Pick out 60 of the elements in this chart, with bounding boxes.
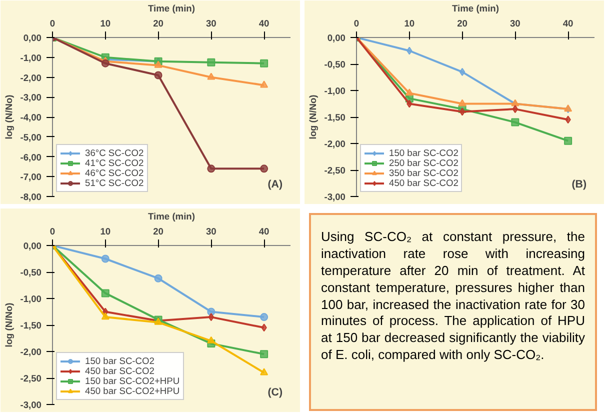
annotation: (A) — [268, 178, 283, 190]
x-axis-title: Time (min) — [452, 4, 500, 14]
legend-label: 36°C SC-CO2 — [85, 148, 144, 158]
y-tick-label: -1,50 — [20, 320, 42, 330]
y-tick-label: -5,00 — [20, 132, 42, 142]
y-tick-label: -1,50 — [324, 112, 346, 122]
legend-label: 450 bar SC-CO2 — [85, 366, 154, 376]
legend-label: 150 bar SC-CO2 — [389, 148, 458, 158]
x-tick-label: 10 — [404, 18, 415, 28]
x-tick-label: 0 — [50, 18, 56, 28]
y-tick-label: -2,50 — [20, 374, 42, 384]
legend-label: 46°C SC-CO2 — [85, 168, 144, 178]
legend-label: 450 bar SC-CO2+HPU — [85, 386, 180, 396]
legend-label: 51°C SC-CO2 — [85, 178, 144, 188]
x-tick-label: 30 — [510, 18, 520, 28]
annotation: (B) — [572, 178, 587, 190]
y-tick-label: -6,00 — [20, 152, 42, 162]
x-tick-label: 30 — [206, 18, 216, 28]
y-tick-label: 0,00 — [327, 33, 346, 43]
y-tick-label: -3,00 — [20, 400, 42, 410]
x-tick-label: 10 — [100, 226, 111, 236]
x-tick-label: 0 — [354, 18, 360, 28]
x-axis-title: Time (min) — [148, 212, 196, 222]
x-axis-title: Time (min) — [148, 4, 196, 14]
x-tick-label: 40 — [562, 18, 574, 28]
annotation: (C) — [268, 386, 283, 398]
y-tick-label: -1,00 — [20, 294, 42, 304]
y-axis-title: log (N/No) — [4, 302, 14, 348]
x-tick-label: 40 — [258, 226, 270, 236]
legend-label: 450 bar SC-CO2 — [389, 178, 458, 188]
y-tick-label: 0,00 — [23, 241, 42, 251]
y-tick-label: 0,00 — [23, 33, 42, 43]
legend-label: 350 bar SC-CO2 — [389, 168, 458, 178]
x-tick-label: 10 — [100, 18, 111, 28]
x-tick-label: 20 — [457, 18, 468, 28]
y-tick-label: -2,00 — [20, 347, 42, 357]
x-tick-label: 30 — [206, 226, 216, 236]
y-axis-title: log (N/No) — [308, 94, 318, 140]
y-axis-title: log (N/No) — [4, 94, 14, 140]
legend-label: 150 bar SC-CO2 — [85, 356, 154, 366]
y-tick-label: -7,00 — [20, 172, 42, 182]
y-tick-label: -2,00 — [324, 139, 346, 149]
y-tick-label: -3,00 — [20, 92, 42, 103]
legend-label: 250 bar SC-CO2 — [389, 158, 458, 168]
legend-label: 41°C SC-CO2 — [85, 158, 144, 168]
y-tick-label: -4,00 — [20, 112, 42, 122]
y-tick-label: -1,00 — [324, 86, 346, 96]
y-tick-label: -2,50 — [324, 166, 346, 176]
x-tick-label: 20 — [153, 18, 164, 28]
x-tick-label: 40 — [258, 18, 270, 28]
y-tick-label: -2,00 — [20, 72, 42, 83]
x-tick-label: 0 — [50, 226, 56, 236]
y-tick-label: -0,50 — [324, 60, 346, 70]
y-tick-label: -1,00 — [20, 52, 42, 63]
text: Using SC-CO₂ at constant pressure, the inactivation rate rose with increasing temperature after 20 min of treatment. At constant temperature, pressures higher than 100 bar, increased the inactivation rate for 30 minutes of process. The application of HPU at 150 bar decreased significantly the viability of E. coli, compared with only SC-CO₂. — [321, 229, 585, 364]
y-tick-label: -0,50 — [20, 268, 42, 278]
legend-label: 150 bar SC-CO2+HPU — [85, 376, 180, 386]
y-tick-label: -8,00 — [20, 192, 42, 202]
x-tick-label: 20 — [153, 226, 164, 236]
y-tick-label: -3,00 — [324, 192, 346, 202]
